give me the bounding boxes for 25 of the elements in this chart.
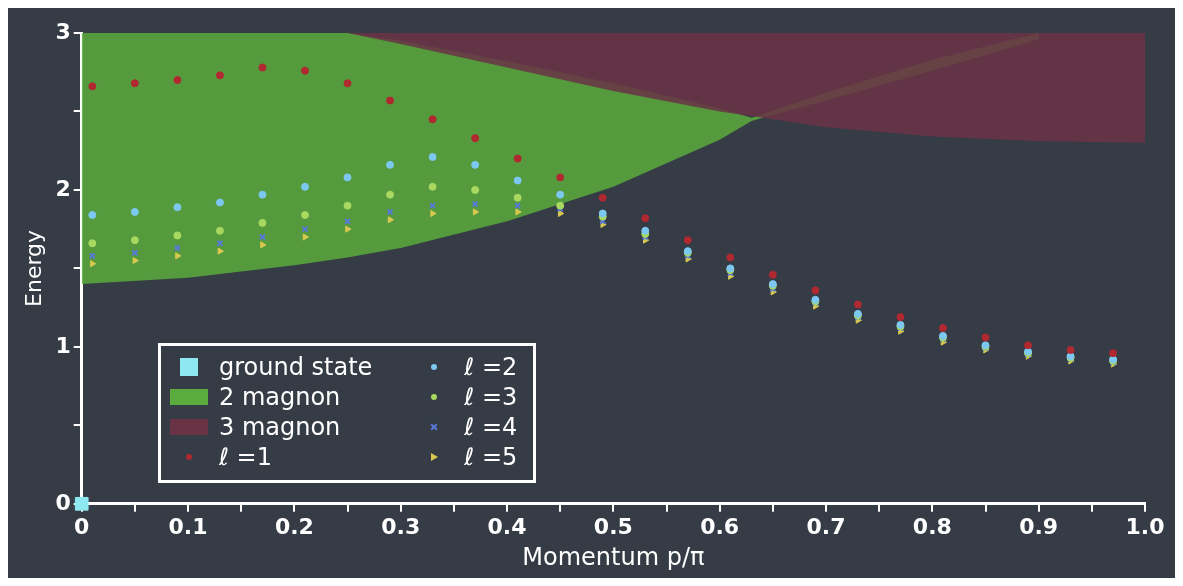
x-tick-label: 0.2 [274, 513, 314, 539]
x-tick-label: 0.1 [168, 513, 208, 539]
x-tick-label: 0.7 [806, 513, 846, 539]
x-tick-label: 0 [74, 513, 90, 539]
legend-label: ℓ =1 [219, 442, 272, 472]
y-tick-label: 3 [55, 18, 71, 44]
legend-label: ℓ =2 [464, 352, 518, 382]
legend-label: ground state [219, 352, 373, 382]
y-tick-label: 0 [55, 489, 71, 515]
y-axis-title: Energy [20, 229, 46, 307]
legend-label: 3 magnon [219, 412, 341, 442]
legend-label: 2 magnon [219, 382, 341, 412]
x-axis-title: Momentum p/π [522, 542, 705, 571]
x-tick-label: 0.9 [1019, 513, 1059, 539]
y-tick-label: 2 [55, 175, 71, 201]
legend-label: ℓ =5 [464, 442, 518, 472]
x-tick-label: 0.5 [593, 513, 633, 539]
x-tick-label: 0.4 [487, 513, 527, 539]
legend-label: ℓ =3 [464, 382, 518, 412]
x-tick-label: 0.3 [381, 513, 421, 539]
x-tick-label: 0.8 [912, 513, 952, 539]
x-tick-label: 1.0 [1125, 513, 1165, 539]
y-tick-label: 1 [55, 332, 71, 358]
x-tick-label: 0.6 [700, 513, 740, 539]
legend-label: ℓ =4 [464, 412, 518, 442]
